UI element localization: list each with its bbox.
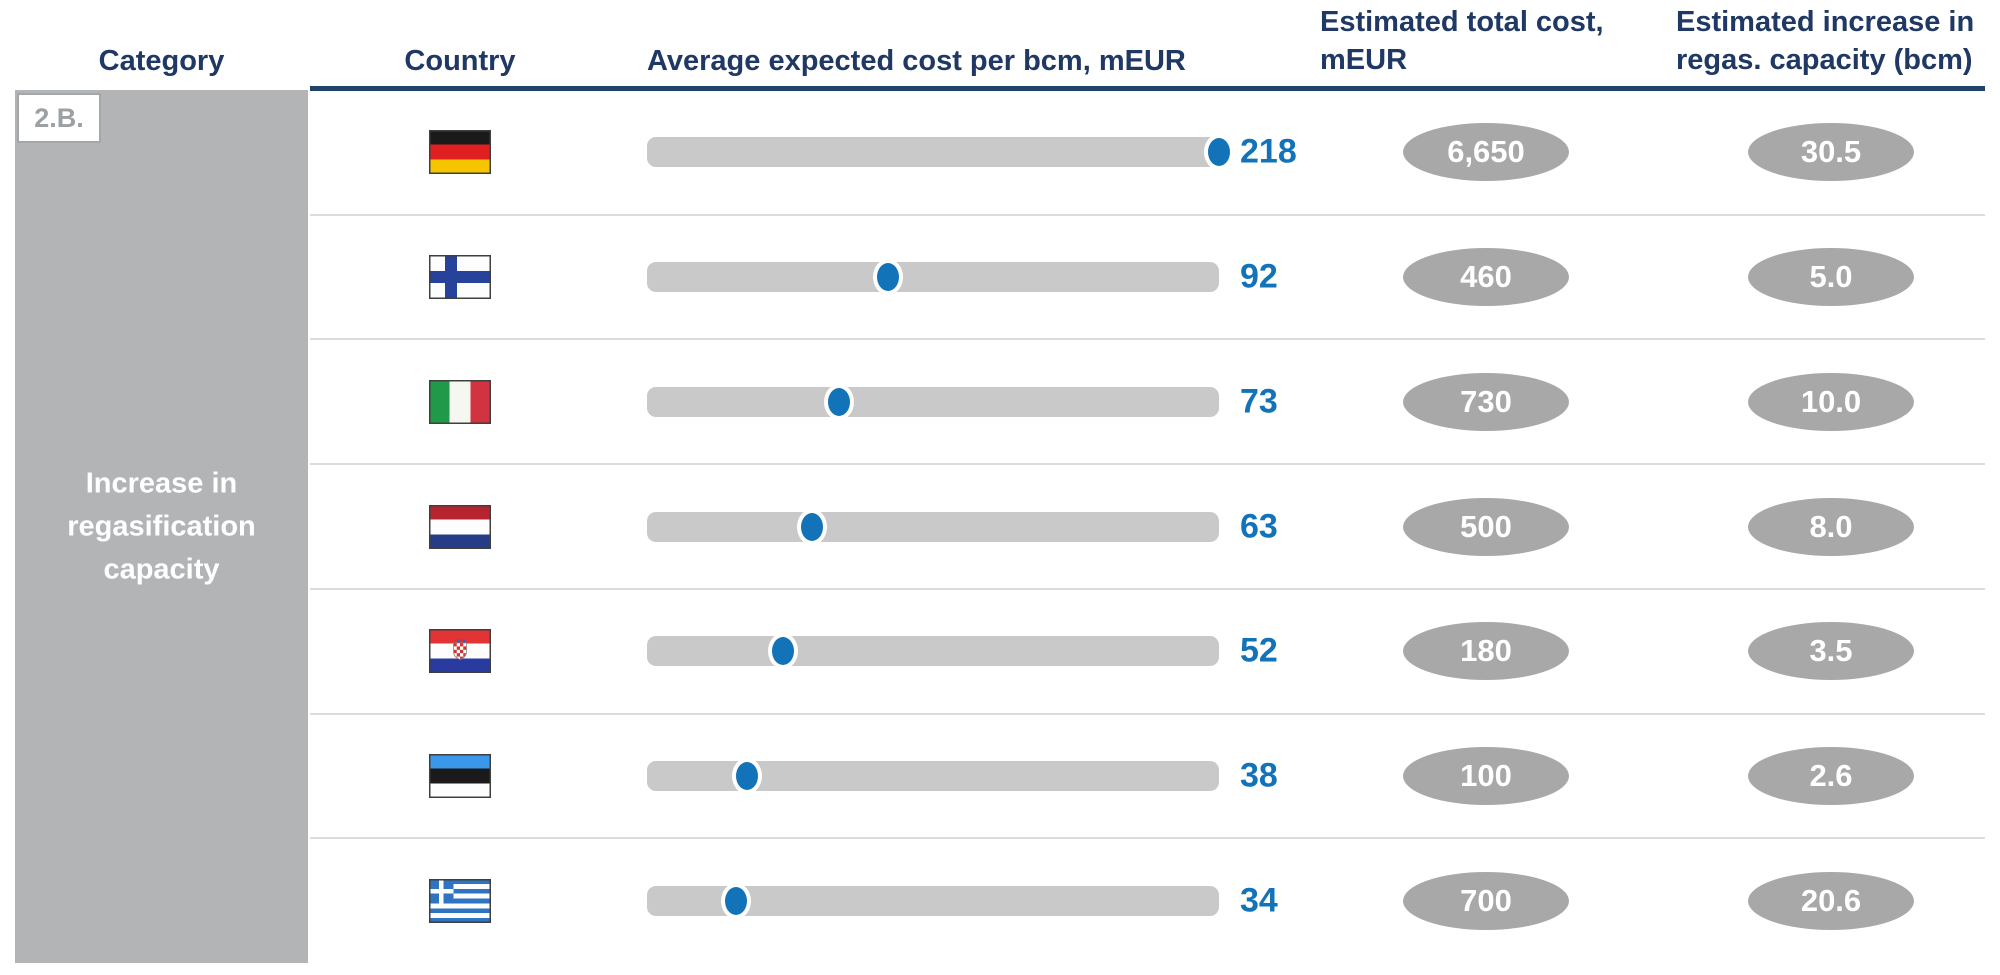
cost-bar-track [647, 882, 1219, 919]
cost-bar-track [647, 757, 1219, 794]
column-header-country: Country [404, 45, 516, 77]
cost-dot [731, 757, 762, 794]
cost-dot [823, 383, 854, 420]
capacity-increase-pill: 30.5 [1748, 123, 1914, 182]
capacity-increase-pill: 3.5 [1748, 622, 1914, 681]
avg-cost-value: 34 [1240, 881, 1278, 920]
cost-dot [1204, 134, 1234, 171]
table-row: 34 700 20.6 [0, 837, 2000, 963]
table-row: 73 730 10.0 [0, 338, 2000, 464]
table-row: 52 180 3.5 [0, 587, 2000, 714]
capacity-increase-pill: 20.6 [1748, 871, 1914, 930]
table-row: 92 460 5.0 [0, 213, 2000, 340]
italy-flag-icon [429, 379, 491, 424]
header-underline [310, 86, 1985, 91]
total-cost-pill: 100 [1403, 746, 1569, 805]
capacity-increase-pill: 2.6 [1748, 746, 1914, 805]
total-cost-pill: 700 [1403, 871, 1569, 930]
avg-cost-value: 38 [1240, 756, 1278, 795]
cost-bar-track [647, 134, 1234, 171]
column-header-total-cost: Estimated total cost, mEUR [1320, 6, 1604, 76]
table-row: 38 100 2.6 [0, 712, 2000, 839]
capacity-increase-pill: 10.0 [1748, 372, 1914, 431]
germany-flag-icon [429, 130, 491, 175]
cost-dot [721, 882, 752, 919]
category-block: 2.B. Increase in regasification capacity [15, 90, 308, 963]
avg-cost-value: 92 [1240, 257, 1278, 296]
cost-bar-track [647, 383, 1219, 420]
croatia-flag-icon [429, 629, 491, 674]
avg-cost-value: 63 [1240, 507, 1278, 546]
category-badge: 2.B. [17, 93, 101, 143]
capacity-increase-pill: 5.0 [1748, 248, 1914, 307]
avg-cost-value: 52 [1240, 631, 1278, 670]
total-cost-pill: 460 [1403, 248, 1569, 307]
cost-bar-track [647, 259, 1219, 296]
column-header-regas-capacity: Estimated increase in regas. capacity (b… [1676, 6, 1975, 76]
avg-cost-value: 218 [1240, 132, 1297, 171]
cost-dot [797, 508, 828, 545]
total-cost-pill: 6,650 [1403, 123, 1569, 182]
cost-dot [768, 633, 799, 670]
cost-bar-track [647, 508, 1219, 545]
column-header-avg-cost: Average expected cost per bcm, mEUR [647, 45, 1186, 77]
finland-flag-icon [429, 255, 491, 300]
table-body: 218 6,650 30.5 92 460 5.0 73 730 10.0 63 500 8.0 52 1… [0, 90, 2000, 963]
category-label: Increase in regasification capacity [67, 467, 256, 585]
capacity-increase-pill: 8.0 [1748, 497, 1914, 556]
total-cost-pill: 180 [1403, 622, 1569, 681]
table-row: 63 500 8.0 [0, 463, 2000, 589]
estonia-flag-icon [429, 753, 491, 798]
total-cost-pill: 730 [1403, 372, 1569, 431]
column-header-category: Category [98, 45, 225, 77]
greece-flag-icon [429, 878, 491, 923]
cost-bar-track [647, 633, 1219, 670]
cost-dot [873, 259, 904, 296]
netherlands-flag-icon [429, 504, 491, 549]
total-cost-pill: 500 [1403, 497, 1569, 556]
table-row: 218 6,650 30.5 [0, 90, 2000, 215]
avg-cost-value: 73 [1240, 382, 1278, 421]
